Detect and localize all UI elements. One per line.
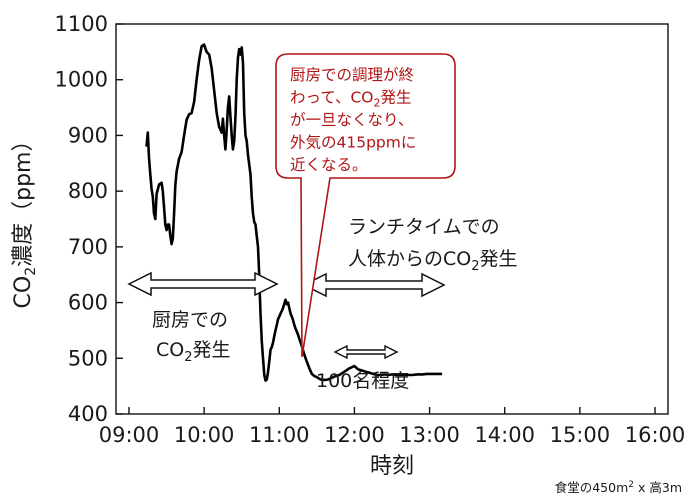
plot-frame (115, 23, 669, 415)
y-tick-label: 500 (68, 346, 108, 370)
footnote-post: x 高3m (634, 480, 682, 495)
x-axis: 09:00 10:00 11:00 12:00 13:00 14:00 15:00 16:00 (99, 407, 686, 447)
callout-line: 外気の415ppmに (290, 134, 416, 152)
y-tick-label: 700 (68, 235, 108, 259)
callout-line: わって、CO2発生 (290, 89, 412, 110)
kitchen-label-line2: CO2発生 (156, 339, 231, 365)
y-tick-label: 1100 (55, 12, 108, 36)
y-tick-label: 600 (68, 291, 108, 315)
footnote-pre: 食堂の450m (555, 480, 629, 495)
y-label-rest: 濃度（ppm） (11, 130, 36, 267)
lunch-range-arrow (302, 272, 446, 298)
y-label-sub: 2 (23, 267, 39, 276)
people-label: 100名程度 (316, 370, 409, 392)
kitchen-label-line1: 厨房での (152, 309, 228, 331)
people-range-arrow (333, 344, 399, 360)
kitchen-post: 発生 (193, 339, 231, 361)
x-tick-label: 09:00 (99, 423, 160, 447)
lunch-pre: 人体からのCO (348, 248, 471, 270)
x-tick-label: 10:00 (174, 423, 235, 447)
y-tick-label: 1000 (55, 68, 108, 92)
lunch-sub: 2 (471, 259, 479, 274)
y-tick-label: 800 (68, 179, 108, 203)
callout-line: が一旦なくなり、 (290, 111, 413, 129)
callout-line: 厨房での調理が終 (290, 66, 414, 84)
x-tick-label: 15:00 (550, 423, 611, 447)
x-tick-label: 12:00 (324, 423, 385, 447)
x-tick-label: 16:00 (625, 423, 686, 447)
footnote-sup: 2 (628, 480, 634, 490)
y-axis-label: CO2濃度（ppm） (11, 130, 39, 309)
kitchen-sub: 2 (184, 350, 192, 365)
callout-line: 近くなる。 (290, 156, 368, 174)
x-tick-label: 13:00 (399, 423, 460, 447)
y-tick-label: 900 (68, 123, 108, 147)
footnote: 食堂の450m2 x 高3m (555, 480, 682, 495)
lunch-post: 発生 (480, 248, 518, 270)
kitchen-range-arrow (127, 271, 279, 297)
y-axis: 400 500 600 700 800 900 1000 1100 (55, 12, 123, 426)
lunch-label-line1: ランチタイムでの (348, 216, 500, 238)
lunch-label-line2: 人体からのCO2発生 (348, 248, 518, 274)
x-axis-label: 時刻 (370, 454, 414, 479)
y-tick-label: 400 (68, 402, 108, 426)
x-tick-label: 14:00 (474, 423, 535, 447)
co2-series-line (145, 43, 443, 382)
y-label-co: CO (11, 276, 36, 309)
x-tick-label: 11:00 (249, 423, 310, 447)
kitchen-co: CO (156, 339, 184, 361)
